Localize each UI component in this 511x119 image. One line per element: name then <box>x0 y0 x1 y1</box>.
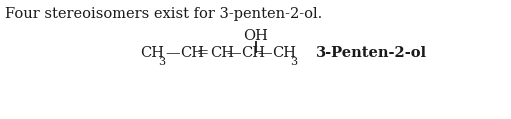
Text: CH: CH <box>241 46 265 60</box>
Text: —: — <box>257 46 272 60</box>
Text: CH: CH <box>272 46 296 60</box>
Text: CH: CH <box>210 46 234 60</box>
Text: CH: CH <box>180 46 204 60</box>
Text: =: = <box>197 46 209 60</box>
Text: OH: OH <box>244 29 268 43</box>
Text: CH: CH <box>140 46 164 60</box>
Text: —: — <box>226 46 241 60</box>
Text: 3-Penten-2-ol: 3-Penten-2-ol <box>316 46 427 60</box>
Text: Four stereoisomers exist for 3-penten-2-ol.: Four stereoisomers exist for 3-penten-2-… <box>5 7 322 21</box>
Text: 3: 3 <box>158 57 165 67</box>
Text: —: — <box>165 46 180 60</box>
Text: 3: 3 <box>290 57 297 67</box>
